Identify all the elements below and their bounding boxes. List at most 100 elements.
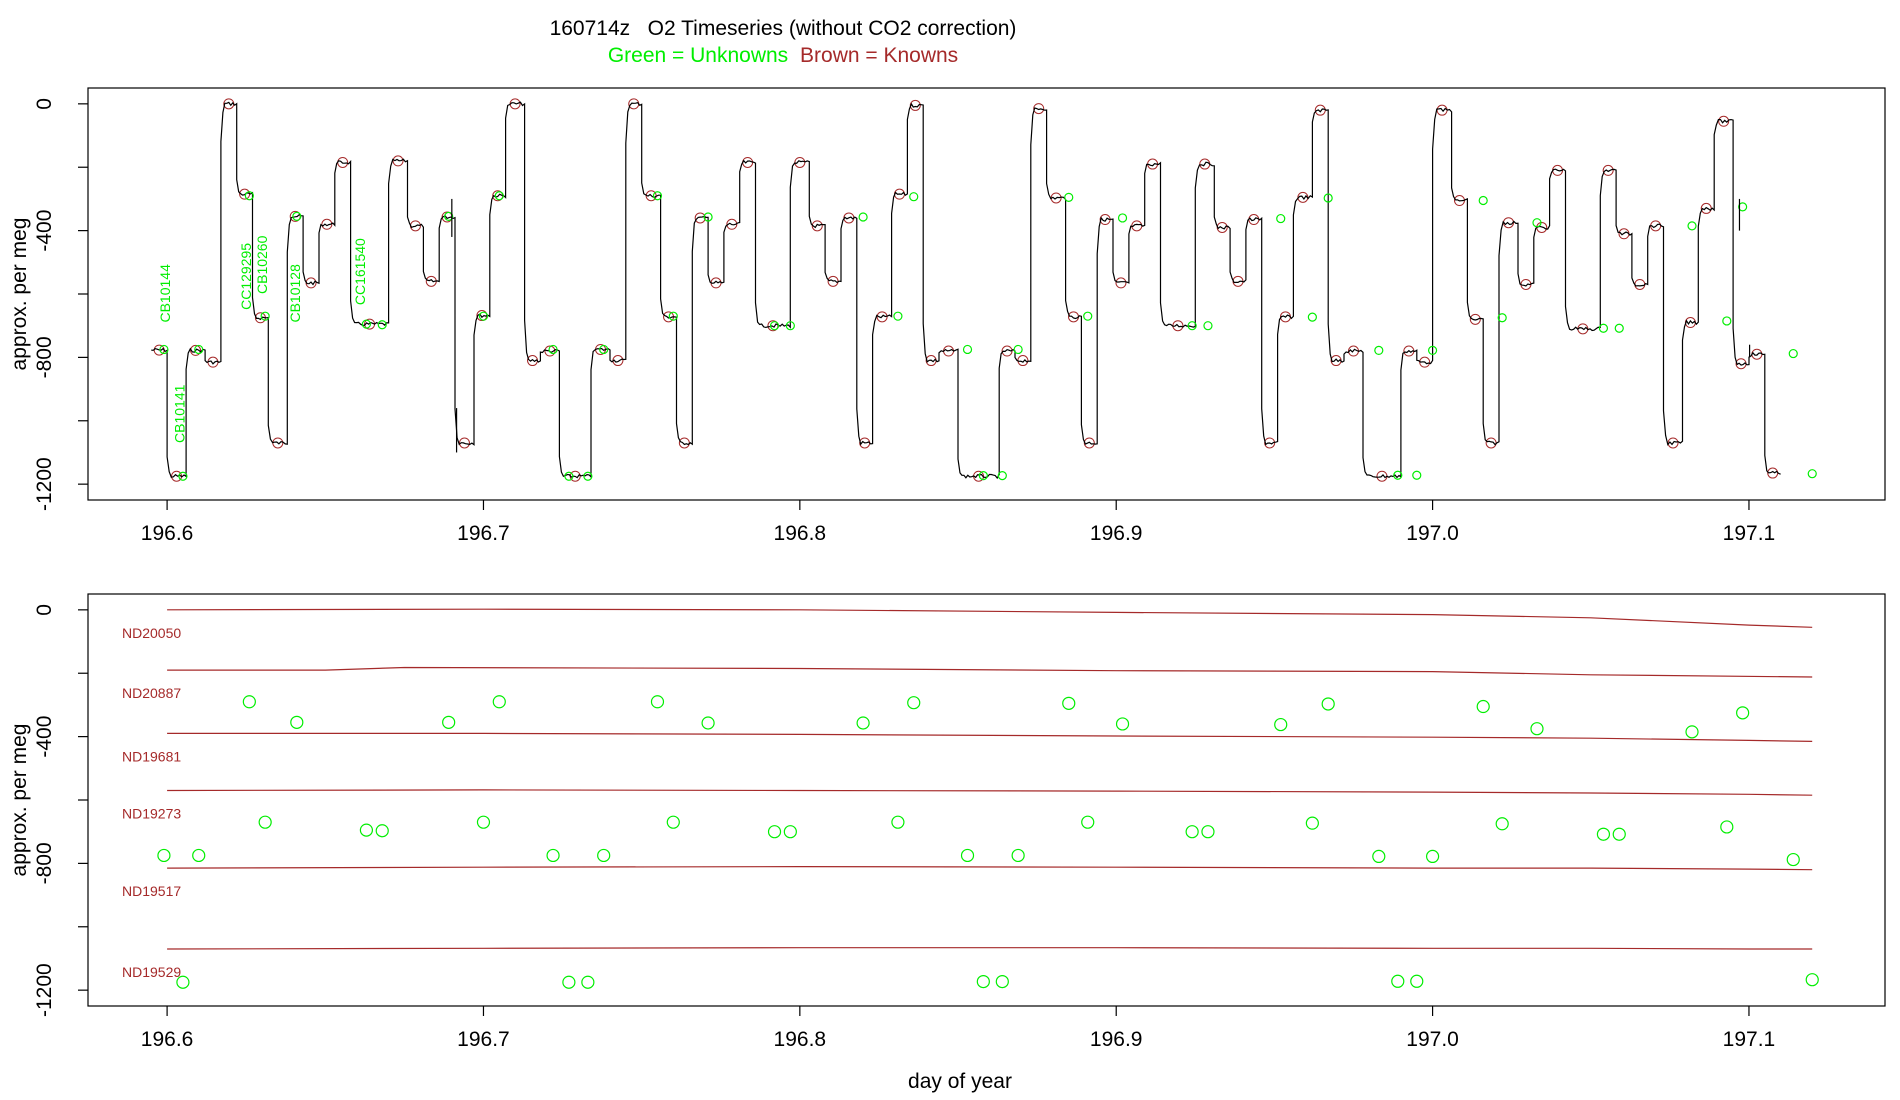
x-tick-label: 197.0 (1406, 1028, 1459, 1051)
unknown-point (650, 695, 665, 709)
known-marker (392, 155, 404, 167)
unknown-point (1612, 827, 1626, 841)
unknown-point (242, 695, 256, 709)
plot-frame (87, 593, 1886, 1007)
known-line-label: ND19681 (122, 748, 181, 764)
unknown-point (1786, 852, 1800, 867)
unknown-marker (564, 471, 574, 481)
y-axis-label: approx. per meg (8, 724, 31, 877)
known-marker (742, 156, 754, 168)
unknown-marker (785, 321, 795, 331)
unknown-marker (997, 470, 1007, 481)
unknown-point (1391, 974, 1405, 988)
sample-annotation: CC129295 (238, 243, 254, 310)
unknown-point (1410, 974, 1424, 988)
known-line (167, 666, 1813, 678)
unknown-point (1720, 820, 1734, 834)
x-tick-label: 197.0 (1406, 522, 1459, 545)
unknown-point (1185, 825, 1199, 839)
unknown-marker (1412, 470, 1422, 480)
known-marker (1017, 355, 1029, 367)
known-marker (1068, 311, 1080, 323)
x-tick-label: 197.1 (1723, 522, 1776, 545)
unknown-point (562, 975, 576, 989)
y-tick-label: -800 (33, 336, 56, 378)
known-line (167, 865, 1813, 871)
known-marker (1115, 277, 1127, 289)
known-marker (1264, 437, 1276, 449)
y-tick-label: 0 (33, 98, 56, 110)
known-marker (1634, 278, 1646, 290)
unknown-point (1081, 815, 1095, 829)
unknown-marker (978, 470, 988, 481)
unknown-point (492, 695, 506, 709)
known-line-label: ND20050 (122, 625, 181, 641)
known-marker (1602, 164, 1614, 176)
known-marker (1419, 356, 1431, 368)
x-tick-label: 196.7 (457, 522, 510, 545)
x-axis-label: day of year (908, 1070, 1012, 1093)
unknown-point (976, 974, 990, 989)
unknown-marker (494, 191, 504, 201)
unknown-marker (1374, 345, 1384, 356)
x-tick-label: 196.7 (457, 1028, 510, 1051)
chart-subtitle: Green = Unknowns Brown = Knowns (608, 44, 958, 67)
unknown-point (359, 823, 374, 837)
unknown-marker (1187, 321, 1197, 331)
known-line (167, 732, 1813, 742)
known-marker (726, 218, 738, 230)
unknown-marker (478, 311, 489, 321)
unknown-marker (583, 471, 593, 481)
known-marker (694, 212, 706, 224)
unknown-point (1062, 696, 1076, 710)
sample-annotation: CB10128 (287, 264, 303, 323)
unknown-point (176, 975, 190, 989)
unknown-marker (1532, 218, 1542, 228)
unknown-marker (962, 344, 973, 355)
unknown-marker (260, 311, 270, 321)
unknown-point (581, 975, 595, 989)
known-marker (1485, 437, 1497, 449)
unknown-marker (1276, 213, 1286, 224)
subtitle-unknowns: Green = Unknowns (608, 44, 788, 67)
unknown-point (157, 848, 171, 863)
unknown-point (1201, 825, 1215, 839)
unknown-point (1425, 849, 1440, 864)
unknown-marker (893, 311, 903, 321)
unknown-marker (599, 344, 609, 355)
unknown-marker (1598, 323, 1609, 333)
subtitle-knowns: Brown = Knowns (800, 44, 958, 67)
unknown-point (1011, 848, 1025, 863)
unknown-point (258, 815, 272, 829)
known-marker (678, 437, 690, 449)
x-tick-label: 196.9 (1090, 1028, 1143, 1051)
unknown-marker (548, 344, 558, 355)
unknown-point (1596, 827, 1611, 841)
unknown-point (442, 715, 456, 729)
known-marker (544, 345, 556, 357)
unknown-point (1476, 699, 1490, 714)
y-tick-label: -1200 (33, 963, 56, 1017)
unknown-marker (909, 192, 919, 202)
unknown-point (1305, 816, 1319, 830)
x-tick-label: 196.6 (141, 522, 194, 545)
unknown-point (1685, 725, 1699, 739)
unknown-marker (703, 212, 713, 222)
unknown-point (995, 974, 1009, 989)
unknown-marker (1203, 321, 1213, 331)
known-marker (1667, 437, 1679, 449)
unknown-point (891, 815, 905, 829)
unknown-marker (858, 212, 868, 222)
unknown-marker (1614, 323, 1624, 333)
known-marker (321, 218, 333, 230)
unknown-marker (1497, 313, 1507, 323)
o2-trace-line (151, 101, 1781, 480)
sample-annotation: CB10144 (157, 264, 173, 323)
y-tick-label: -400 (33, 210, 56, 252)
unknown-marker (1807, 469, 1817, 479)
known-marker (876, 311, 888, 323)
known-marker (207, 356, 219, 368)
unknown-point (597, 848, 611, 863)
x-tick-label: 196.9 (1090, 522, 1143, 545)
